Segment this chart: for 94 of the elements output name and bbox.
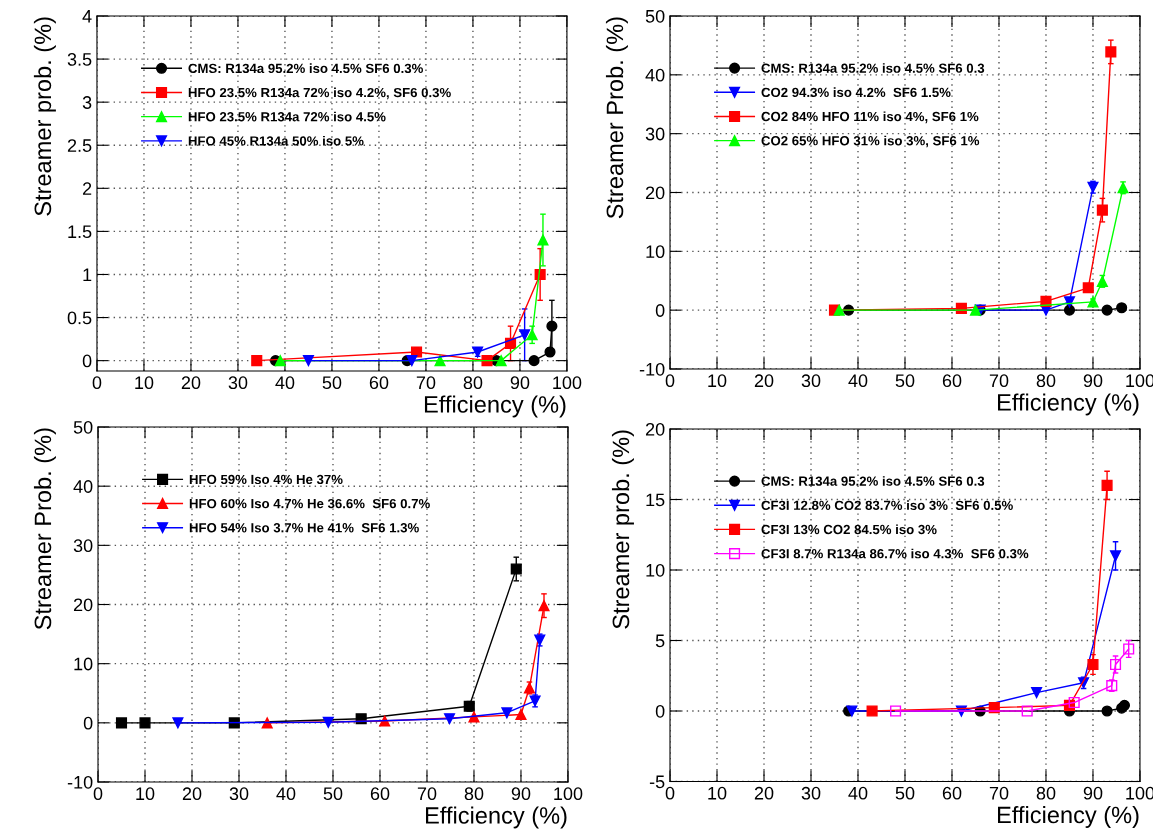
y-tick-label: 0: [82, 354, 92, 368]
x-tick-label: 30: [801, 786, 821, 800]
y-tick-label: -10: [639, 362, 665, 376]
y-tick-label: 0: [655, 304, 665, 317]
x-tick-label: 50: [323, 787, 343, 801]
legend-label: CF3I 12.8% CO2 83.7% iso 3% SF6 0.5%: [761, 500, 1013, 511]
legend-label: CF3I 13% CO2 84.5% iso 3%: [761, 524, 937, 535]
y-tick-label: 20: [645, 186, 665, 200]
x-tick-label: 10: [135, 376, 154, 390]
y-axis-title: Streamer Prob. (%): [33, 428, 56, 630]
x-tick-label: 60: [370, 787, 390, 801]
x-tick-label: 20: [181, 376, 201, 390]
x-tick-label: 20: [754, 786, 774, 800]
x-tick-label: 30: [229, 787, 249, 801]
x-tick-label: 30: [228, 376, 248, 390]
legend-label: CMS: R134a 95.2% iso 4.5% SF6 0.3: [761, 476, 985, 486]
x-tick-label: 90: [1083, 374, 1103, 388]
y-tick-label: 5: [655, 634, 665, 648]
y-tick-label: 20: [73, 598, 93, 612]
x-tick-label: 90: [511, 787, 531, 801]
x-tick-label: 50: [895, 374, 915, 388]
y-axis-title: Streamer prob. (%): [611, 430, 634, 629]
x-tick-label: 100: [553, 376, 582, 390]
legend-label: CF3I 8.7% R134a 86.7% iso 4.3% SF6 0.3%: [761, 548, 1029, 559]
legend-label: CMS: R134a 95.2% iso 4.5% SF6 0.3: [761, 63, 985, 73]
y-tick-label: 1.5: [68, 225, 92, 239]
y-tick-label: 50: [73, 420, 93, 434]
y-tick-label: 10: [646, 245, 665, 259]
legend-label: CO2 84% HFO 11% iso 4%, SF6 1%: [761, 111, 979, 124]
y-tick-label: 4: [82, 10, 92, 23]
y-tick-label: 40: [73, 480, 93, 493]
x-tick-label: 70: [417, 787, 437, 801]
x-tick-label: 40: [848, 786, 868, 800]
x-tick-label: 80: [464, 787, 484, 801]
y-tick-label: 10: [646, 563, 665, 577]
legend-label: HFO 23.5% R134a 72% iso 4.2%, SF6 0.3%: [188, 87, 451, 100]
x-tick-label: 80: [1036, 786, 1056, 800]
legend-label: HFO 54% Iso 3.7% He 41% SF6 1.3%: [189, 523, 419, 533]
y-tick-label: 1: [83, 268, 92, 282]
legend-label: CO2 65% HFO 31% iso 3%, SF6 1%: [761, 135, 980, 148]
x-tick-label: 80: [1036, 374, 1056, 388]
legend-label: HFO 59% Iso 4% He 37%: [189, 474, 343, 485]
x-tick-label: 60: [369, 376, 389, 390]
x-tick-label: 40: [276, 787, 296, 801]
y-tick-label: 0.5: [67, 311, 92, 325]
y-tick-label: 30: [645, 127, 665, 141]
x-tick-label: 50: [322, 376, 342, 390]
x-tick-label: 50: [895, 786, 915, 800]
x-tick-label: 0: [665, 786, 675, 800]
y-tick-label: -10: [67, 775, 93, 789]
y-axis-title: Streamer prob. (%): [33, 17, 56, 216]
x-tick-label: 40: [848, 374, 868, 388]
x-tick-label: 60: [942, 786, 962, 800]
x-tick-label: 70: [416, 376, 436, 390]
x-tick-label: 70: [989, 786, 1009, 800]
x-tick-label: 90: [1083, 786, 1103, 800]
x-tick-label: 100: [554, 787, 583, 801]
y-tick-label: 0: [655, 704, 665, 718]
x-tick-label: 0: [92, 376, 102, 390]
x-tick-label: 70: [989, 374, 1009, 388]
y-tick-label: 2: [82, 182, 92, 195]
y-axis-title: Streamer Prob. (%): [605, 17, 628, 219]
x-axis-title: Efficiency (%): [424, 395, 566, 418]
y-tick-label: 2.5: [67, 139, 92, 152]
y-tick-label: 10: [74, 657, 93, 671]
x-tick-label: 0: [93, 787, 103, 801]
y-tick-label: 30: [73, 539, 93, 553]
x-tick-label: 10: [708, 786, 727, 800]
y-tick-label: 3.5: [67, 53, 92, 66]
legend-label: CO2 94.3% iso 4.2% SF6 1.5%: [761, 87, 951, 98]
x-axis-title: Efficiency (%): [998, 805, 1139, 828]
x-tick-label: 20: [182, 787, 202, 801]
y-tick-label: 15: [646, 493, 665, 507]
x-tick-label: 0: [665, 374, 675, 388]
y-tick-label: 3: [82, 96, 92, 109]
x-tick-label: 10: [708, 374, 727, 388]
x-tick-label: 90: [510, 376, 530, 390]
x-axis-title: Efficiency (%): [426, 806, 567, 829]
x-axis-title: Efficiency (%): [998, 393, 1139, 416]
y-tick-label: 0: [83, 716, 93, 730]
y-tick-label: 50: [645, 9, 665, 23]
x-tick-label: 20: [754, 374, 774, 388]
x-tick-label: 60: [942, 374, 962, 388]
y-tick-label: 40: [645, 68, 665, 82]
x-tick-label: 30: [801, 374, 821, 388]
x-tick-label: 40: [275, 376, 295, 390]
legend-label: HFO 60% Iso 4.7% He 36.6% SF6 0.7%: [189, 498, 430, 509]
legend-label: HFO 23.5% R134a 72% iso 4.5%: [188, 111, 386, 122]
x-tick-label: 80: [463, 376, 483, 390]
y-tick-label: 20: [645, 422, 665, 436]
legend-label: HFO 45% R134a 50% iso 5%: [188, 135, 364, 146]
y-tick-label: -5: [649, 775, 665, 789]
legend-label: CMS: R134a 95.2% iso 4.5% SF6 0.3%: [188, 63, 423, 74]
x-tick-label: 10: [136, 787, 155, 801]
